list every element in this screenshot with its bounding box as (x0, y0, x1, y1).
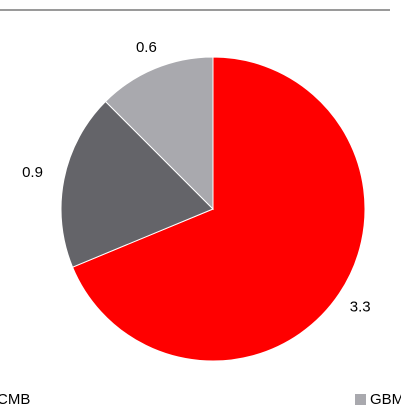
legend-label: CMB (0, 391, 30, 408)
data-label: 0.6 (136, 39, 157, 56)
pie-slice (71, 56, 366, 362)
pie-slice (104, 56, 214, 211)
data-label: 0.9 (22, 164, 43, 181)
data-label: 3.3 (350, 298, 371, 315)
legend-swatch (355, 394, 366, 405)
legend-label: GBM (370, 391, 401, 408)
pie-slice (60, 100, 214, 268)
